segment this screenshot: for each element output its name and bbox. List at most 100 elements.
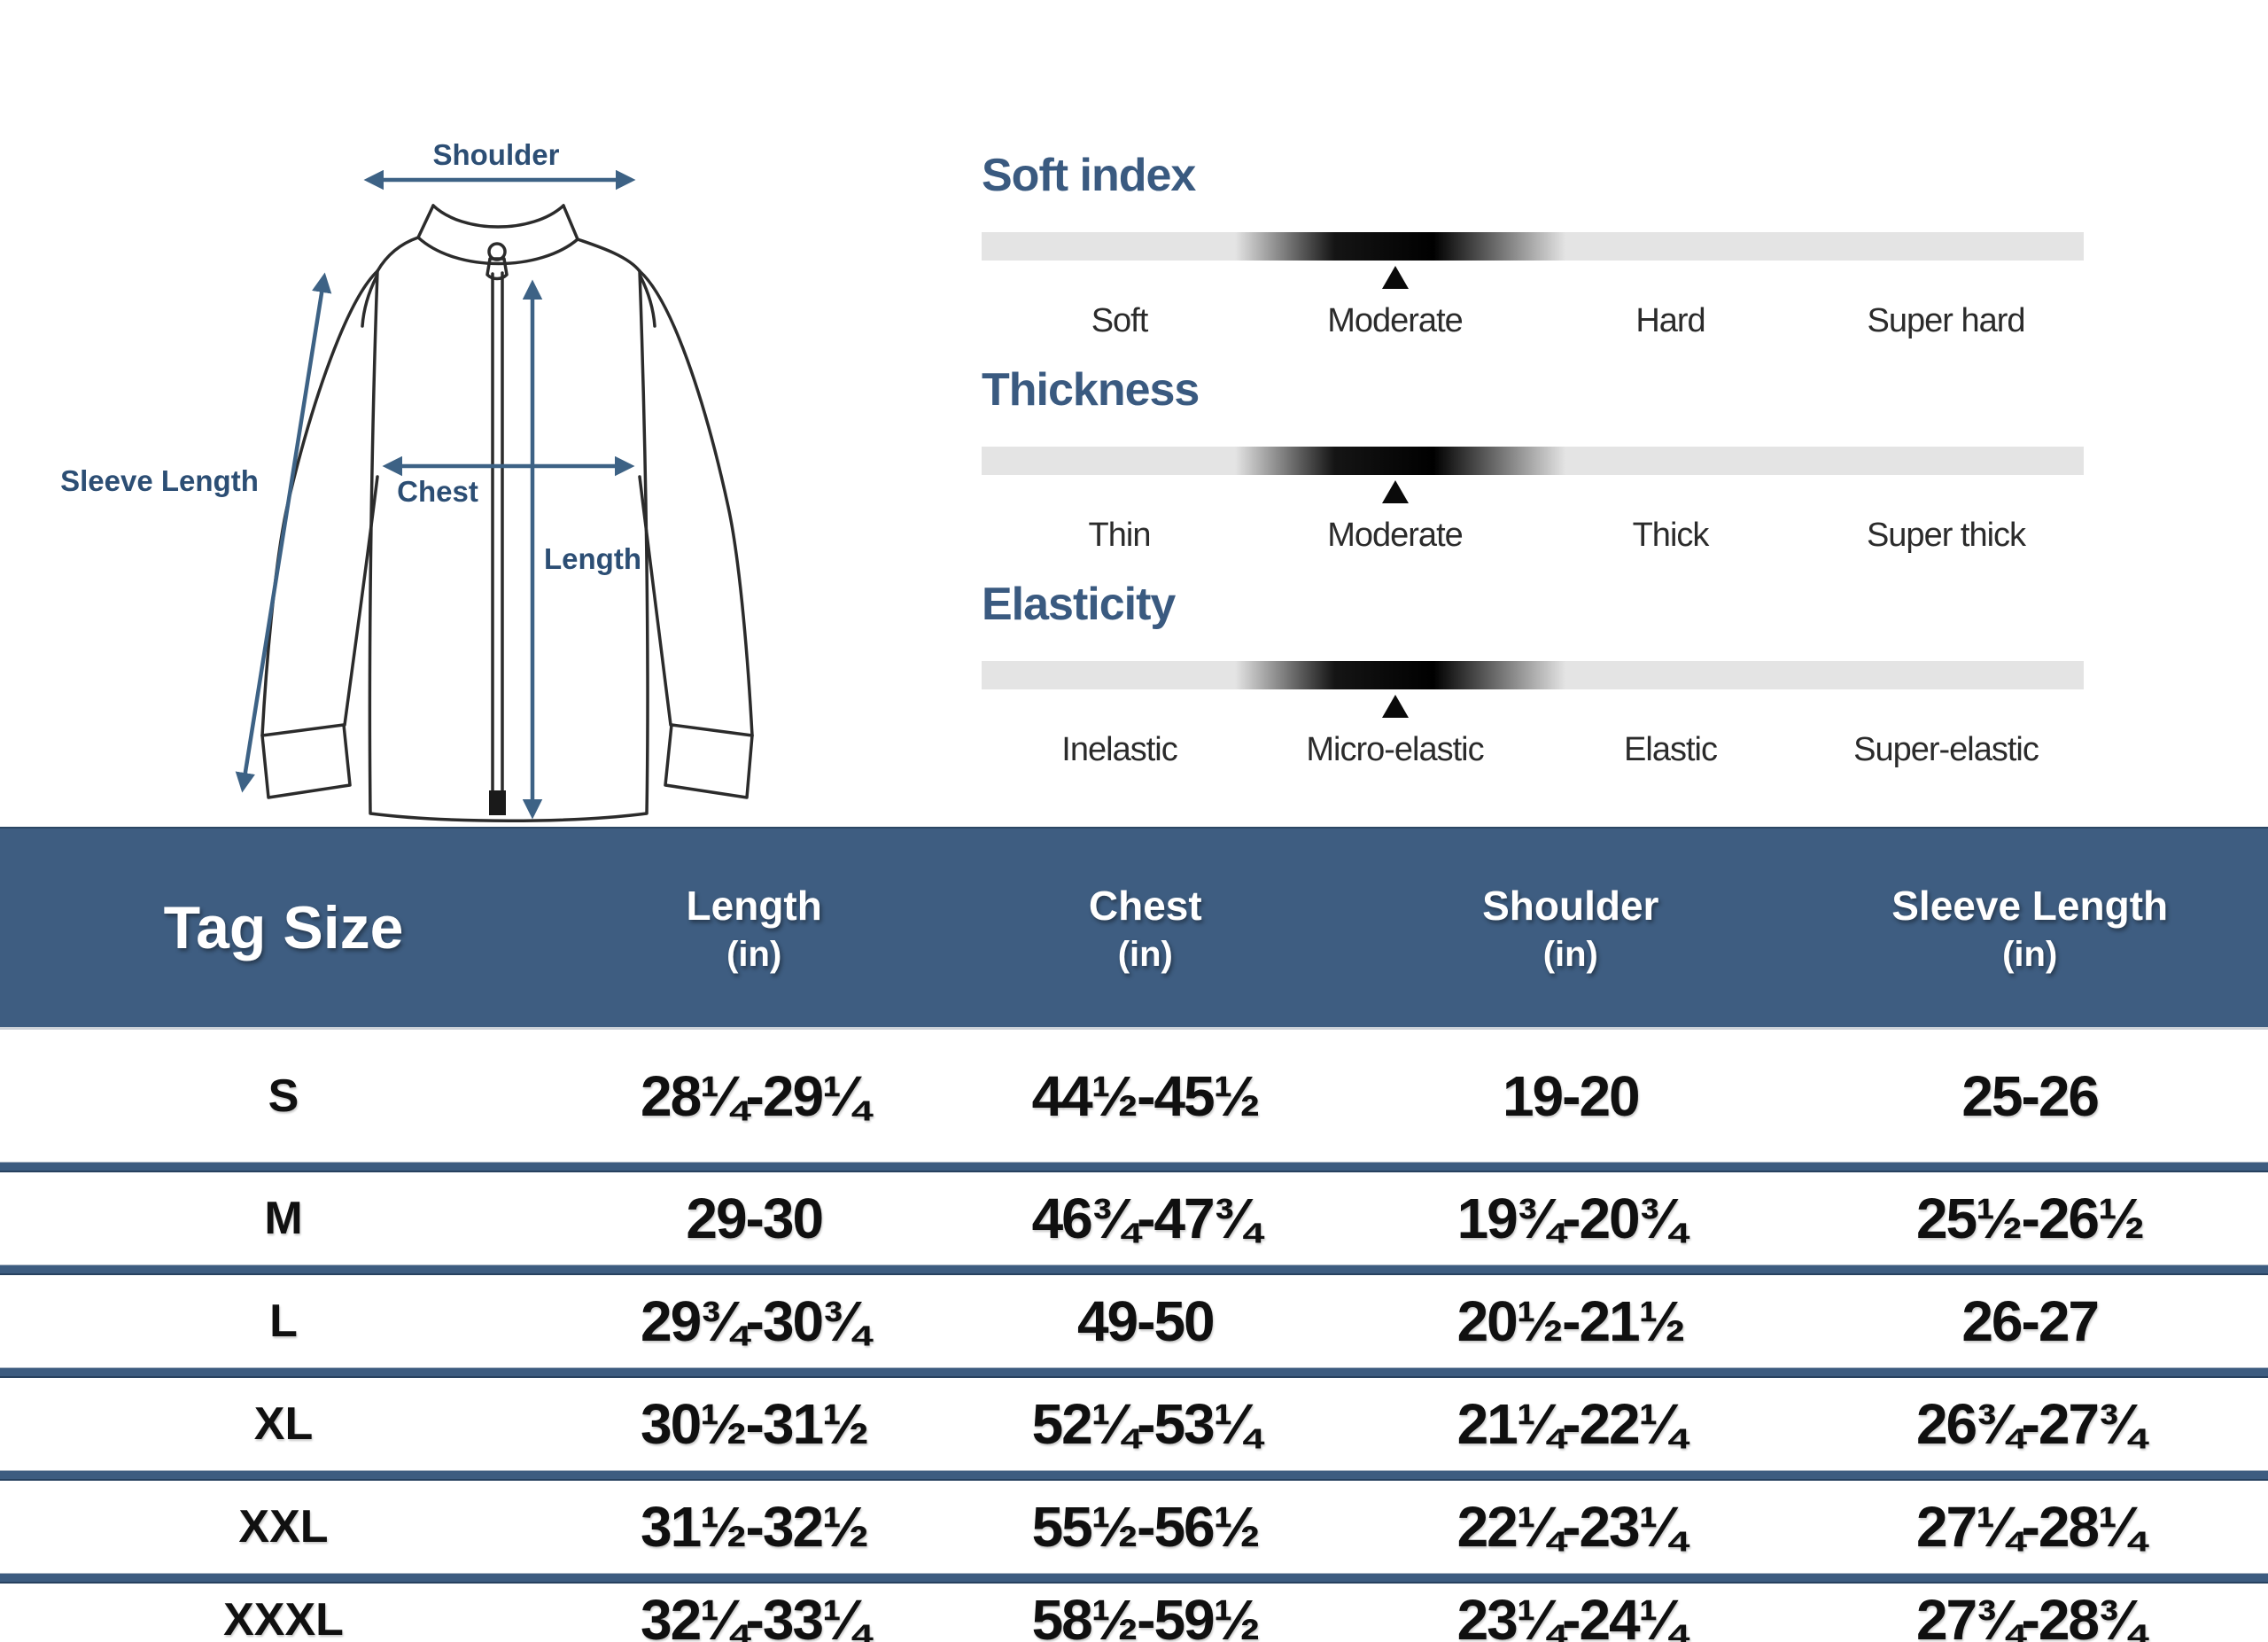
- row-separator: [0, 1573, 2268, 1584]
- col-header-unit: (in): [1117, 934, 1173, 974]
- cell-sleeve-length: 25-26: [1961, 1063, 2100, 1128]
- index-title: Elasticity: [982, 579, 1176, 630]
- zipper-end: [489, 790, 506, 815]
- index-section-thickness: Thickness Thin Moderate Thick Super thic…: [982, 363, 2084, 558]
- col-header-sleeve-length: Sleeve Length (in): [1791, 882, 2268, 975]
- cell-sleeve-length: 26-27: [1961, 1289, 2100, 1353]
- index-level-labels: Inelastic Micro-elastic Elastic Super-el…: [982, 727, 2084, 773]
- cell-chest: 52¼-53¼: [1031, 1392, 1261, 1456]
- length-measure-label: Length: [544, 542, 641, 575]
- index-gradient-bar: [982, 661, 2084, 689]
- table-row-s: S 28¼-29¼ 44½-45½ 19-20 25-26: [0, 1030, 2268, 1162]
- cell-shoulder: 19¾-20¾: [1456, 1187, 1686, 1250]
- index-level: Inelastic: [1061, 730, 1177, 768]
- shoulder-seam-right: [576, 237, 641, 273]
- cell-size: XXXL: [223, 1593, 344, 1642]
- col-header-chest: Chest (in): [941, 882, 1349, 975]
- shoulder-measure-label: Shoulder: [432, 138, 559, 171]
- col-header-unit: (in): [726, 934, 782, 974]
- collar-bottom: [416, 236, 579, 266]
- row-separator: [0, 1265, 2268, 1275]
- index-level: Moderate: [1327, 516, 1464, 554]
- sleeve-right-outer: [638, 269, 754, 737]
- cell-chest: 44½-45½: [1031, 1063, 1261, 1128]
- cell-shoulder: 22¼-23¼: [1456, 1495, 1686, 1559]
- table-row-xxl: XXL 31½-32½ 55½-56½ 22¼-23¼ 27¼-28¼: [0, 1481, 2268, 1573]
- sleeve-left-inner: [343, 475, 379, 727]
- armhole-seam-left: [361, 275, 378, 328]
- row-separator: [0, 1367, 2268, 1378]
- cuff-left: [260, 723, 352, 799]
- armhole-seam-right: [639, 275, 656, 328]
- cell-shoulder: 21¼-22¼: [1456, 1392, 1686, 1456]
- cell-size: XXL: [238, 1501, 329, 1553]
- cell-shoulder: 20½-21½: [1456, 1289, 1686, 1353]
- col-header-label: Length: [686, 882, 822, 929]
- index-marker: [1381, 266, 1409, 289]
- index-level: Super thick: [1866, 516, 2026, 554]
- index-level-labels: Soft Moderate Hard Super hard: [982, 298, 2084, 344]
- jacket-measurement-diagram: Shoulder Sleeve Length Chest Length: [60, 138, 754, 822]
- sleeve-right-inner: [638, 475, 672, 727]
- index-title: Soft index: [982, 150, 1196, 201]
- sleeve-length-measure-label: Sleeve Length: [60, 464, 259, 497]
- index-section-softness: Soft index Soft Moderate Hard Super hard: [982, 149, 2084, 344]
- cell-sleeve-length: 25½-26½: [1915, 1187, 2145, 1250]
- cell-length: 29-30: [686, 1187, 824, 1250]
- index-marker-row: [982, 695, 2084, 718]
- chest-measure-label: Chest: [397, 475, 478, 508]
- index-level: Thin: [1088, 516, 1152, 554]
- index-level: Soft: [1091, 301, 1149, 339]
- table-row-xl: XL 30½-31½ 52¼-53¼ 21¼-22¼ 26¾-27¾: [0, 1378, 2268, 1470]
- zipper-lines: [491, 271, 504, 815]
- sleeve-length-arrow: [235, 272, 332, 793]
- col-header-label: Chest: [1088, 882, 1202, 929]
- col-header-length: Length (in): [567, 882, 941, 975]
- index-gradient-bar: [982, 232, 2084, 261]
- table-row-xxxl: XXXL 32¼-33¼ 58½-59½ 23¼-24¼ 27¾-28¾: [0, 1584, 2268, 1642]
- index-marker-row: [982, 266, 2084, 289]
- cell-length: 32¼-33¼: [640, 1587, 869, 1642]
- index-level: Super hard: [1867, 301, 2025, 339]
- row-separator: [0, 1162, 2268, 1172]
- cell-chest: 49-50: [1076, 1289, 1216, 1353]
- cell-length: 31½-32½: [640, 1495, 869, 1559]
- cell-chest: 55½-56½: [1031, 1495, 1261, 1559]
- index-marker: [1381, 695, 1409, 718]
- cell-length: 30½-31½: [640, 1392, 869, 1456]
- collar-neckline: [431, 204, 565, 229]
- cell-size: M: [264, 1193, 303, 1244]
- cell-size: L: [269, 1296, 298, 1347]
- cell-length: 29¾-30¾: [640, 1289, 869, 1353]
- cell-chest: 58½-59½: [1031, 1587, 1261, 1642]
- index-level-labels: Thin Moderate Thick Super thick: [982, 512, 2084, 558]
- index-level: Thick: [1632, 516, 1710, 554]
- cell-chest: 46¾-47¾: [1031, 1187, 1261, 1250]
- index-title: Thickness: [982, 364, 1200, 416]
- index-marker-row: [982, 480, 2084, 503]
- index-gradient-bar: [982, 447, 2084, 475]
- cell-sleeve-length: 26¾-27¾: [1915, 1392, 2145, 1456]
- cell-size: S: [268, 1070, 299, 1122]
- cell-shoulder: 23¼-24¼: [1456, 1587, 1686, 1642]
- cell-sleeve-length: 27¾-28¾: [1915, 1587, 2145, 1642]
- index-level: Moderate: [1327, 301, 1464, 339]
- cuff-right: [664, 723, 754, 799]
- index-level: Elastic: [1624, 730, 1718, 768]
- row-separator: [0, 1470, 2268, 1481]
- cell-shoulder: 19-20: [1502, 1063, 1641, 1128]
- col-header-unit: (in): [2002, 934, 2058, 974]
- zipper-slider: [485, 257, 509, 281]
- col-header-tag-size: Tag Size: [0, 893, 567, 962]
- cell-size: XL: [253, 1398, 314, 1450]
- index-level: Hard: [1635, 301, 1705, 339]
- table-row-m: M 29-30 46¾-47¾ 19¾-20¾ 25½-26½: [0, 1172, 2268, 1265]
- index-marker: [1381, 480, 1409, 503]
- col-header-label: Sleeve Length: [1891, 882, 2169, 929]
- shoulder-seam-left: [376, 236, 420, 273]
- col-header-unit: (in): [1542, 934, 1598, 974]
- collar-sides: [416, 204, 579, 241]
- size-table: Tag Size Length (in) Chest (in) Shoulder…: [0, 827, 2268, 1642]
- cell-sleeve-length: 27¼-28¼: [1915, 1495, 2145, 1559]
